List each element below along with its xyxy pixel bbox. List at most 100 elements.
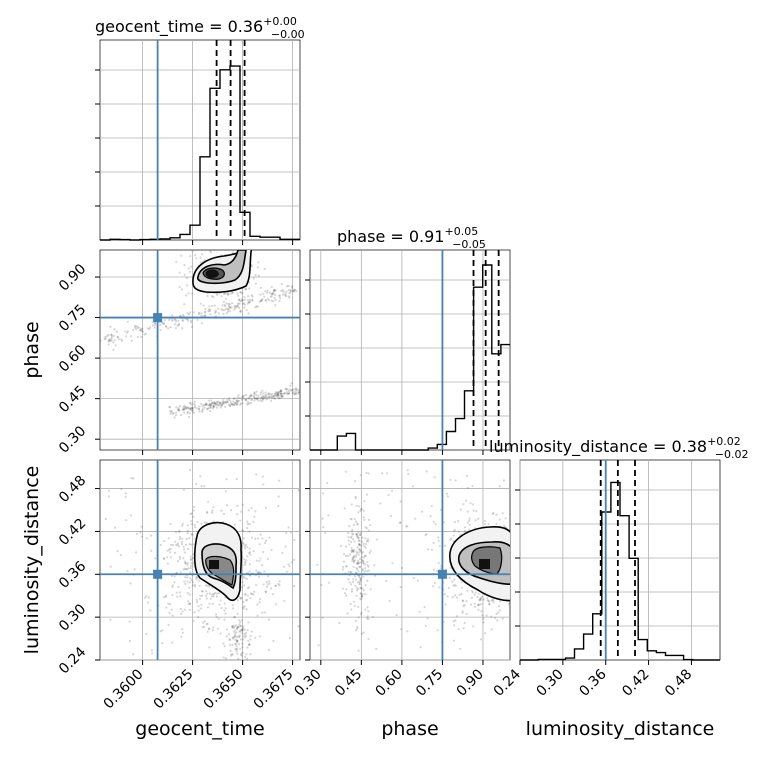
sample-point xyxy=(228,398,231,401)
sample-point xyxy=(126,330,130,333)
sample-point xyxy=(242,625,245,628)
sample-point xyxy=(295,290,298,293)
sample-point xyxy=(177,406,180,410)
sample-point xyxy=(478,603,481,606)
sample-point xyxy=(249,635,252,638)
sample-point xyxy=(245,309,248,312)
sample-point xyxy=(360,593,363,596)
sample-point xyxy=(364,569,367,572)
sample-point xyxy=(247,643,251,646)
sample-point xyxy=(244,634,247,637)
sample-point xyxy=(294,388,298,391)
sample-point xyxy=(112,348,115,351)
sample-point xyxy=(187,547,190,551)
sample-point xyxy=(451,596,454,599)
sample-point xyxy=(360,577,363,580)
sample-point xyxy=(206,630,209,633)
sample-point xyxy=(453,530,456,533)
sample-point xyxy=(360,611,363,614)
sample-point xyxy=(265,394,268,397)
sample-point xyxy=(173,416,176,419)
sample-point xyxy=(352,538,355,541)
sample-point xyxy=(355,566,358,570)
sample-point xyxy=(239,653,243,657)
sample-point xyxy=(171,593,174,597)
sample-point xyxy=(216,400,219,403)
sample-point xyxy=(457,530,460,533)
sample-point xyxy=(241,302,244,305)
sample-point xyxy=(175,544,178,547)
sample-point xyxy=(190,543,193,546)
sample-point xyxy=(453,594,457,597)
sample-point xyxy=(189,567,192,570)
sample-point xyxy=(206,584,209,587)
sample-point xyxy=(276,396,279,399)
sample-point xyxy=(220,606,223,610)
sample-point xyxy=(228,638,232,642)
sample-point xyxy=(245,653,248,656)
sample-point xyxy=(343,507,346,510)
sample-point xyxy=(236,647,239,650)
sample-point xyxy=(490,599,493,602)
sample-point xyxy=(447,587,450,590)
sample-point xyxy=(213,591,217,595)
sample-point xyxy=(358,582,361,585)
sample-point xyxy=(207,407,210,410)
sample-point xyxy=(191,584,194,587)
sample-point xyxy=(189,311,192,314)
sample-point xyxy=(291,388,294,391)
sample-point xyxy=(178,557,181,560)
sample-point xyxy=(250,401,253,404)
sample-point xyxy=(208,627,211,631)
sample-point xyxy=(163,596,166,599)
sample-point xyxy=(425,533,428,536)
sample-point xyxy=(244,288,247,291)
sample-point xyxy=(357,511,360,514)
sample-point xyxy=(272,300,275,303)
sample-point xyxy=(204,403,207,406)
sample-point xyxy=(290,382,293,385)
sample-point xyxy=(188,543,191,546)
sample-point xyxy=(210,402,213,405)
sample-point xyxy=(234,629,237,632)
sample-point xyxy=(116,335,119,338)
sample-point xyxy=(364,542,367,546)
sample-point xyxy=(262,583,265,586)
sample-point xyxy=(259,286,262,289)
sample-point xyxy=(261,475,264,478)
sample-point xyxy=(238,306,241,310)
sample-point xyxy=(502,479,506,482)
sample-point xyxy=(247,552,251,555)
sample-point xyxy=(264,590,267,594)
sample-point xyxy=(219,632,222,635)
sample-point xyxy=(208,310,211,313)
sample-point xyxy=(381,472,384,475)
sample-point xyxy=(213,400,216,404)
sample-point xyxy=(193,400,196,403)
sample-point xyxy=(356,587,359,591)
sample-point xyxy=(237,400,240,403)
sample-point xyxy=(240,510,243,513)
sample-point xyxy=(416,579,420,582)
sample-point xyxy=(426,617,429,620)
sample-point xyxy=(453,520,456,524)
sample-point xyxy=(220,404,223,407)
sample-point xyxy=(354,629,358,632)
sample-point xyxy=(285,392,289,395)
sample-point xyxy=(360,598,363,601)
sample-point xyxy=(191,533,194,536)
sample-point xyxy=(287,289,290,292)
sample-point xyxy=(294,390,297,394)
sample-point xyxy=(236,400,239,404)
sample-point xyxy=(193,543,196,546)
sample-point xyxy=(207,310,210,313)
sample-point xyxy=(250,592,254,596)
sample-point xyxy=(154,322,157,325)
sample-point xyxy=(107,333,110,336)
sample-point xyxy=(229,643,232,647)
sample-point xyxy=(475,510,478,513)
sample-point xyxy=(191,408,194,411)
sample-point xyxy=(189,401,192,404)
sample-point xyxy=(189,255,192,258)
sample-point xyxy=(141,330,145,333)
